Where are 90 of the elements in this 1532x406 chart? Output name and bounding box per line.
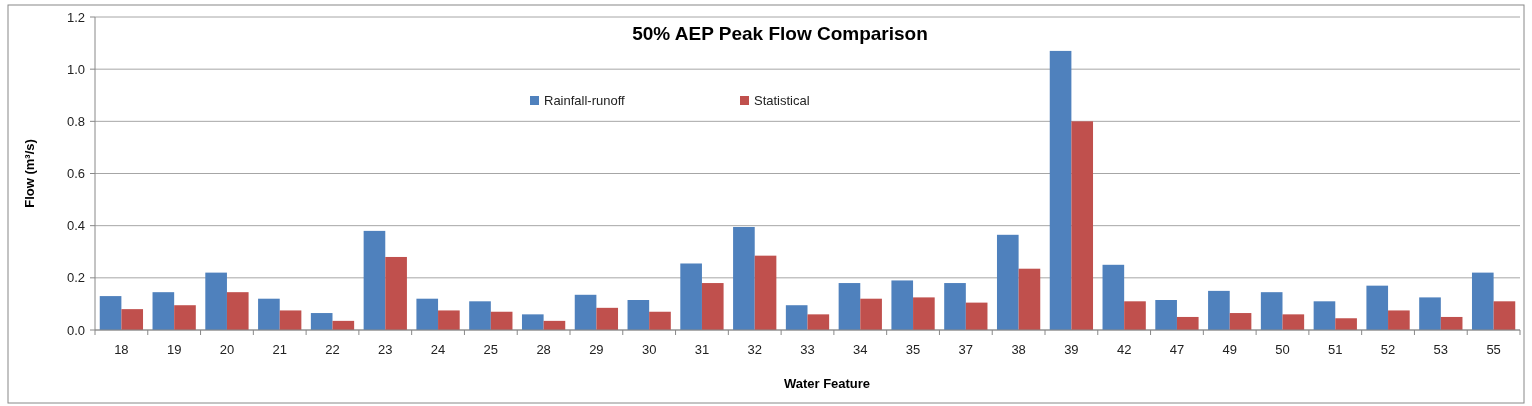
x-tick-label: 21	[272, 342, 287, 357]
y-tick-label: 0.0	[66, 322, 85, 338]
x-tick-label: 39	[1064, 342, 1079, 357]
bar	[363, 230, 386, 330]
x-tick-label: 42	[1116, 342, 1132, 357]
bar	[310, 313, 333, 330]
x-tick-label: 34	[853, 342, 868, 357]
x-tick-label: 24	[430, 342, 446, 357]
x-tick-label: 18	[114, 342, 129, 357]
bar	[438, 310, 460, 330]
x-tick-label: 23	[378, 342, 393, 357]
x-tick-label: 51	[1328, 342, 1343, 357]
bar	[1366, 285, 1389, 330]
bar	[838, 283, 861, 330]
x-tick-label: 22	[325, 342, 340, 357]
bar	[1282, 314, 1305, 330]
y-tick-label: 0.6	[66, 166, 85, 182]
bar	[1471, 272, 1494, 330]
bar	[1071, 121, 1094, 330]
bar	[99, 296, 122, 330]
bar	[174, 305, 196, 330]
bar	[996, 234, 1019, 330]
x-axis-title: Water Feature	[783, 376, 871, 391]
bar	[490, 311, 513, 330]
bar	[1102, 264, 1125, 330]
legend-label: Statistical	[754, 93, 810, 108]
x-tick-label: 37	[958, 342, 974, 357]
y-tick-label: 1.0	[66, 61, 85, 77]
bar	[1049, 50, 1072, 330]
x-tick-label: 49	[1222, 342, 1237, 357]
x-tick-label: 52	[1380, 342, 1396, 357]
bar	[944, 283, 966, 330]
x-tick-label: 31	[694, 342, 710, 357]
x-tick-label: 50	[1275, 342, 1290, 357]
bar	[1493, 301, 1516, 330]
x-tick-label: 19	[166, 342, 182, 357]
y-tick-label: 0.8	[66, 113, 85, 129]
x-tick-label: 29	[589, 342, 604, 357]
legend-label: Rainfall-runoff	[544, 93, 626, 108]
bar	[913, 297, 935, 330]
bar	[733, 226, 755, 330]
bar	[1335, 318, 1357, 330]
x-tick-label: 38	[1011, 342, 1026, 357]
bar	[860, 298, 882, 330]
bar	[1124, 301, 1146, 330]
bar	[807, 314, 830, 330]
chart-title: 50% AEP Peak Flow Comparison	[632, 23, 928, 44]
bar	[891, 280, 914, 330]
x-tick-label: 20	[219, 342, 235, 357]
x-tick-label: 25	[483, 342, 499, 357]
bar	[469, 301, 491, 330]
bar	[701, 283, 724, 330]
y-axis-title: Flow (m³/s)	[22, 139, 37, 208]
bar	[152, 292, 175, 330]
x-tick-label: 32	[747, 342, 762, 357]
x-tick-label: 35	[905, 342, 921, 357]
bar	[385, 256, 407, 330]
x-tick-label: 30	[641, 342, 657, 357]
bar	[1229, 313, 1252, 330]
y-tick-label: 1.2	[66, 9, 85, 25]
x-tick-label: 55	[1486, 342, 1501, 357]
x-tick-label: 33	[800, 342, 815, 357]
bar	[1260, 292, 1283, 330]
bar	[121, 309, 144, 330]
y-tick-label: 0.2	[66, 270, 85, 286]
x-tick-label: 53	[1433, 342, 1449, 357]
bar	[1388, 310, 1410, 330]
x-tick-label: 28	[536, 342, 551, 357]
bar	[649, 311, 671, 330]
bar	[627, 300, 650, 330]
bar	[596, 307, 619, 330]
bar	[1419, 297, 1441, 330]
bar	[226, 292, 249, 330]
bar	[1176, 316, 1199, 330]
bar	[680, 263, 702, 330]
bar	[574, 294, 597, 330]
x-tick-label: 47	[1169, 342, 1185, 357]
bar	[258, 298, 280, 330]
bar	[1313, 301, 1336, 330]
bar	[279, 310, 302, 330]
bar	[521, 314, 544, 330]
bar	[965, 302, 988, 330]
bar	[205, 272, 227, 330]
bar	[1018, 268, 1041, 330]
bar	[1208, 290, 1230, 330]
bar	[754, 255, 777, 330]
bar	[785, 305, 808, 330]
bar	[1155, 300, 1177, 330]
y-tick-label: 0.4	[66, 218, 85, 234]
bar	[416, 298, 439, 330]
